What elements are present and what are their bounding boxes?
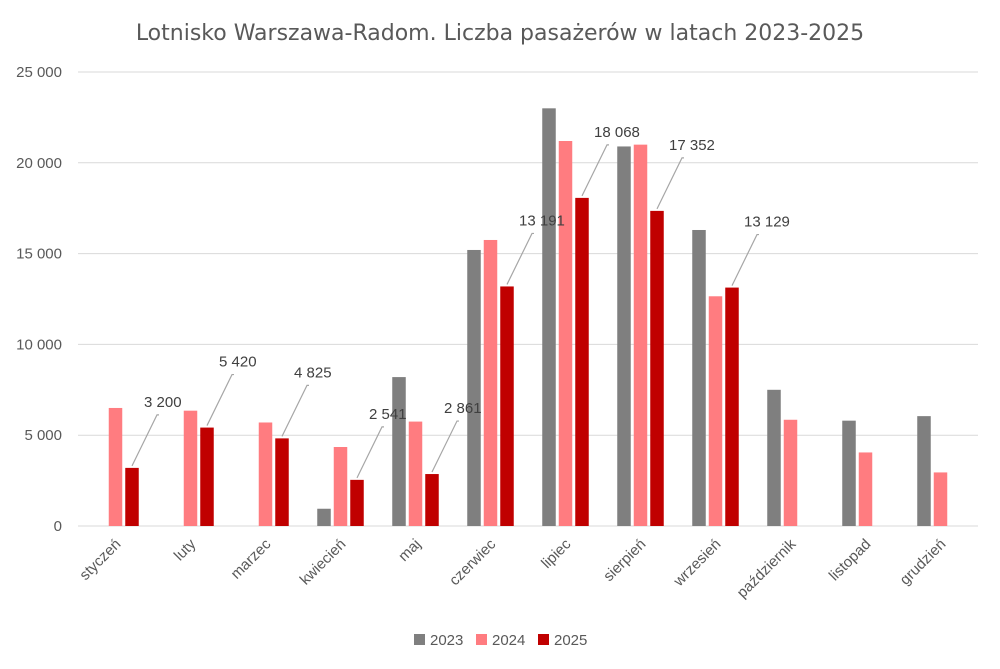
data-label: 18 068 xyxy=(594,124,640,141)
category-label: marzec xyxy=(228,535,275,582)
data-label: 4 825 xyxy=(294,364,332,381)
category-label: kwiecień xyxy=(297,536,350,589)
bar xyxy=(708,296,723,526)
category-label: styczeń xyxy=(76,536,124,584)
legend-swatch xyxy=(414,634,425,645)
bar xyxy=(483,239,498,527)
legend-label: 2024 xyxy=(492,632,525,649)
leader-line xyxy=(356,426,384,479)
bar xyxy=(108,407,123,526)
bar xyxy=(858,452,873,526)
bar xyxy=(933,472,948,526)
bar xyxy=(633,144,648,526)
y-tick-label: 20 000 xyxy=(16,155,62,172)
legend-label: 2023 xyxy=(430,632,463,649)
bar xyxy=(575,197,589,526)
y-axis-tick-labels: 0 5 000 10 000 15 000 20 000 25 000 xyxy=(16,64,62,535)
category-label: czerwiec xyxy=(446,535,500,589)
bar xyxy=(692,229,706,526)
x-axis-category-labels: styczeń luty marzec kwiecień maj czerwiec lipi… xyxy=(76,535,949,601)
bar xyxy=(725,287,739,526)
leader-line xyxy=(206,373,234,426)
category-label: luty xyxy=(171,535,200,564)
bar xyxy=(183,410,198,526)
bar xyxy=(617,146,631,526)
y-tick-label: 10 000 xyxy=(16,336,62,353)
category-label: maj xyxy=(395,536,424,565)
leader-line xyxy=(506,232,534,285)
bar xyxy=(650,210,664,526)
bar xyxy=(333,447,348,526)
bar xyxy=(542,108,556,526)
y-tick-label: 5 000 xyxy=(24,427,62,444)
data-labels: 3 200 5 420 4 825 2 541 2 861 13 191 18 068 17 … xyxy=(144,124,790,423)
legend-item: 2023 xyxy=(414,632,463,649)
bar xyxy=(917,416,931,526)
chart-title: Lotnisko Warszawa-Radom. Liczba pasażeró… xyxy=(136,21,864,46)
legend-swatch xyxy=(476,634,487,645)
y-tick-label: 25 000 xyxy=(16,64,62,81)
bar xyxy=(258,422,273,526)
y-tick-label: 15 000 xyxy=(16,246,62,263)
category-label: grudzień xyxy=(897,536,950,589)
data-label: 2 541 xyxy=(369,406,407,423)
legend-swatch xyxy=(538,634,549,645)
category-label: październik xyxy=(734,535,800,601)
bar xyxy=(842,420,856,526)
category-label: lipiec xyxy=(538,535,575,572)
leader-line xyxy=(731,233,759,286)
leader-line xyxy=(431,420,459,473)
legend-item: 2024 xyxy=(476,632,525,649)
bar xyxy=(558,141,573,526)
bar xyxy=(467,249,481,526)
data-label-leaders xyxy=(131,144,759,479)
bar xyxy=(767,389,781,526)
data-label: 5 420 xyxy=(219,354,257,371)
legend-item: 2025 xyxy=(538,632,587,649)
data-label: 17 352 xyxy=(669,137,715,154)
legend-label: 2025 xyxy=(554,632,587,649)
leader-line xyxy=(581,144,609,197)
data-label: 3 200 xyxy=(144,394,182,411)
data-label: 13 191 xyxy=(519,212,565,229)
bar xyxy=(275,438,289,526)
leader-line xyxy=(281,384,309,437)
bar xyxy=(317,508,331,526)
bar xyxy=(783,419,798,526)
data-label: 13 129 xyxy=(744,214,790,231)
leader-line xyxy=(656,157,684,210)
bar xyxy=(500,286,514,526)
bars xyxy=(108,108,948,527)
category-label: sierpień xyxy=(600,536,649,585)
bar xyxy=(408,421,423,526)
bar xyxy=(392,377,406,526)
bar xyxy=(425,474,439,526)
data-label: 2 861 xyxy=(444,400,482,417)
bar xyxy=(200,427,214,526)
bar xyxy=(350,479,364,526)
legend: 2023 2024 2025 xyxy=(414,632,587,649)
gridlines xyxy=(78,71,978,527)
y-tick-label: 0 xyxy=(54,518,62,535)
category-label: listopad xyxy=(826,536,875,585)
bar xyxy=(125,467,139,526)
leader-line xyxy=(131,414,159,467)
category-label: wrzesień xyxy=(670,536,725,591)
